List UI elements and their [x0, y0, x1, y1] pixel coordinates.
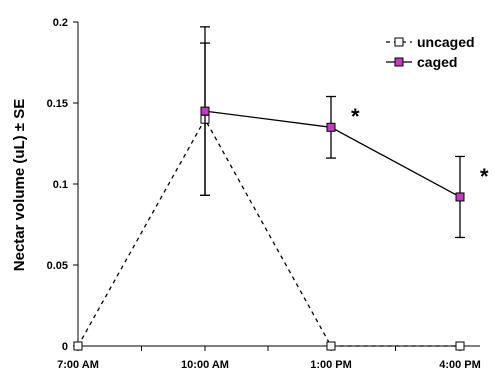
significance-asterisk: * [351, 104, 360, 129]
y-tick-label: 0.2 [53, 17, 68, 29]
x-tick-label: 7:00 AM [57, 359, 99, 371]
legend-label-uncaged: uncaged [417, 34, 475, 50]
series-caged [200, 26, 465, 239]
x-tick-label: 4:00 PM [439, 359, 481, 371]
annotation-layer: ** [351, 104, 489, 189]
series-layer [73, 26, 465, 351]
data-point-caged [200, 106, 210, 116]
data-point-caged [326, 122, 336, 132]
x-tick-label: 1:00 PM [310, 359, 352, 371]
data-point-uncaged [73, 341, 83, 351]
axes: 0 0.05 0.1 0.15 0.2 7:00 AM 10:00 AM 1:00 PM 4:0… [47, 17, 481, 371]
y-tick-label: 0 [62, 341, 68, 353]
series-uncaged [73, 42, 465, 351]
y-axis-title: Nectar volume (uL) ± SE [11, 99, 28, 271]
y-tick-label: 0.1 [53, 179, 68, 191]
y-tick-label: 0.15 [47, 98, 68, 110]
legend-label-caged: caged [417, 54, 457, 70]
legend: uncaged caged [386, 34, 475, 70]
data-point-uncaged [326, 341, 336, 351]
legend-marker-caged [394, 57, 404, 67]
legend-marker-uncaged [394, 37, 404, 47]
series-line-uncaged [77, 117, 460, 347]
data-point-uncaged [455, 341, 465, 351]
x-tick-label: 10:00 AM [181, 359, 229, 371]
data-point-caged [455, 192, 465, 202]
y-tick-label: 0.05 [47, 260, 68, 272]
significance-asterisk: * [480, 164, 489, 189]
